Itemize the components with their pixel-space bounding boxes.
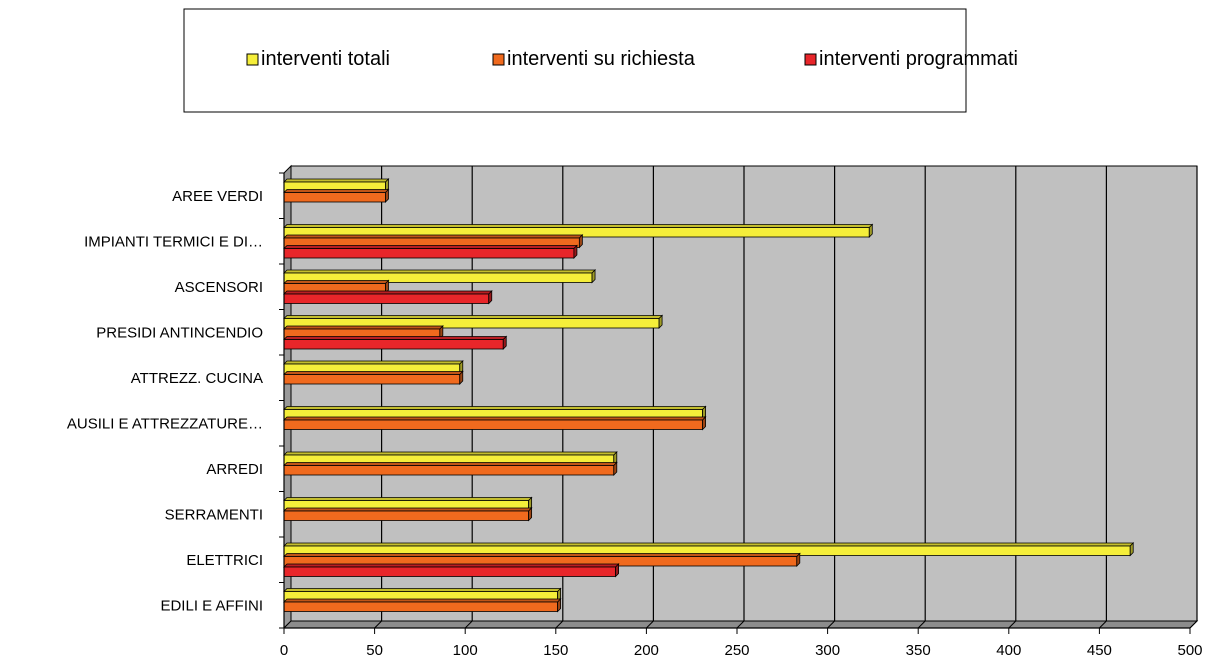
bar [283,405,707,420]
x-tick-label: 450 [1087,642,1112,659]
x-tick-label: 300 [815,642,840,659]
category-label: IMPIANTI TERMICI E DI… [84,233,263,250]
bar [283,507,533,522]
category-label: ASCENSORI [175,279,263,296]
bar [283,188,390,203]
category-label: AREE VERDI [172,188,263,205]
x-tick-label: 500 [1177,642,1202,659]
bar [283,269,597,284]
category-label: AUSILI E ATTREZZATURE… [67,415,263,432]
x-tick-label: 200 [634,642,659,659]
bar [283,416,707,431]
x-tick-label: 150 [543,642,568,659]
bar [283,290,493,305]
bar [283,244,578,259]
category-label: ATTREZZ. CUCINA [131,370,263,387]
x-tick-label: 50 [366,642,383,659]
bar [283,451,618,466]
legend: interventi totali interventi su richiesta… [183,8,1018,113]
category-label: ELETTRICI [186,552,263,569]
legend-label: interventi programmati [819,48,1018,70]
x-tick-label: 100 [453,642,478,659]
category-label: SERRAMENTI [165,506,263,523]
axes: 0 50 100 150 200 250 300 350 400 450 500 EDILI E AF… [67,172,1203,659]
x-tick-label: 350 [906,642,931,659]
gridline-floor [917,620,926,629]
legend-swatch [804,53,817,66]
gridline-floor [374,620,382,629]
gridline-floor [1099,620,1107,629]
legend-swatch [246,53,259,66]
bar [283,598,562,613]
legend-swatch [492,53,505,66]
gridline-floor [464,620,473,629]
bars [283,178,1135,613]
category-label: PRESIDI ANTINCENDIO [96,324,263,341]
bar [283,335,508,350]
gridline-floor [736,620,745,629]
bar [283,461,618,476]
legend-box [183,8,967,113]
x-tick-label: 400 [996,642,1021,659]
gridline-floor [555,620,564,629]
legend-label: interventi su richiesta [507,48,696,70]
gridline-floor [1008,620,1017,629]
category-label: ARREDI [206,461,263,478]
x-tick-label: 0 [280,642,288,659]
gridline-floor [827,620,835,629]
x-tick-label: 250 [724,642,749,659]
bar [283,370,464,385]
bar [283,563,620,578]
gridline-floor [1189,620,1198,629]
category-label: EDILI E AFFINI [160,597,263,614]
gridline-floor [646,620,654,629]
legend-label: interventi totali [261,48,390,70]
